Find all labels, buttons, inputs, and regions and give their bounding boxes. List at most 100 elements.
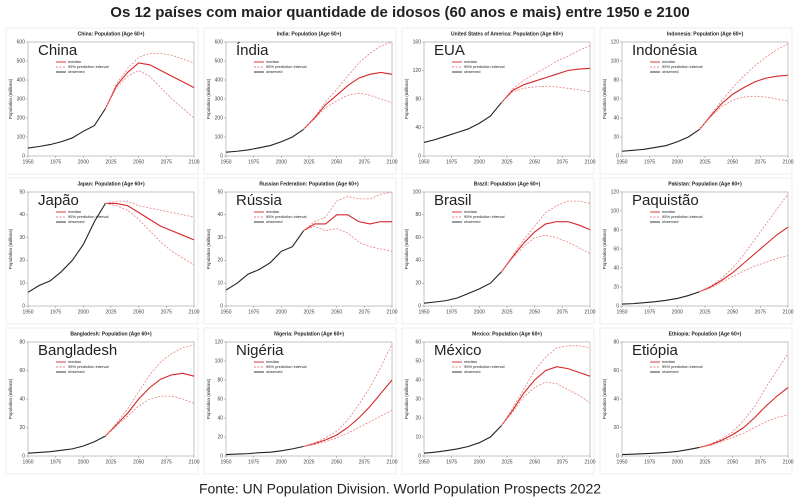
x-tick-label: 1975 (644, 159, 655, 165)
country-label: Nigéria (236, 342, 284, 359)
panel: Pakistan: Population (Age 60+) Population… (599, 177, 794, 325)
x-tick-label: 1950 (22, 459, 33, 465)
panel-title: Pakistan: Population (Age 60+) (668, 181, 742, 187)
y-axis-label: Population (millions) (602, 378, 607, 419)
series-line (303, 92, 393, 130)
country-label: Índia (236, 42, 269, 59)
legend-label: median (266, 59, 279, 64)
series-line (501, 45, 591, 103)
y-axis-label: Population (millions) (8, 78, 13, 119)
x-tick-label: 1950 (22, 309, 33, 315)
y-tick-label: 30 (415, 396, 421, 402)
x-tick-label: 2025 (501, 159, 512, 165)
x-tick-label: 2000 (672, 159, 683, 165)
legend-label: 95% prediction interval (464, 364, 505, 369)
panel-background (5, 177, 199, 325)
x-tick-label: 1950 (418, 159, 429, 165)
y-tick-label: 100 (611, 208, 620, 214)
panel: Mexico: Population (Age 60+) Population (… (401, 327, 596, 475)
legend-label: median (464, 359, 477, 364)
series-line (105, 53, 195, 109)
series-line (699, 226, 789, 293)
y-tick-label: 20 (217, 258, 223, 264)
legend-label: 95% prediction interval (464, 64, 505, 69)
series-line (225, 230, 304, 291)
series-line (303, 41, 393, 130)
y-tick-label: 40 (19, 212, 25, 218)
series-line (423, 425, 502, 454)
x-tick-label: 2025 (303, 159, 314, 165)
series-line (303, 191, 393, 232)
country-label: Rússia (236, 192, 283, 209)
legend-label: median (68, 209, 81, 214)
y-tick-label: 160 (413, 39, 422, 45)
x-tick-label: 2100 (386, 309, 397, 315)
y-axis-label: Population (millions) (8, 378, 13, 419)
x-tick-label: 1975 (248, 159, 259, 165)
y-tick-label: 200 (17, 115, 26, 121)
legend-label: 95% prediction interval (662, 64, 703, 69)
y-axis-label: Population (millions) (404, 378, 409, 419)
x-tick-label: 2050 (133, 459, 144, 465)
x-tick-label: 2100 (782, 159, 793, 165)
series-line (501, 85, 591, 103)
y-tick-label: 80 (217, 377, 223, 383)
x-tick-label: 2075 (755, 309, 766, 315)
y-tick-label: 0 (220, 153, 223, 159)
y-tick-label: 20 (613, 425, 619, 431)
x-tick-label: 2000 (672, 309, 683, 315)
y-tick-label: 40 (415, 377, 421, 383)
source-note: Fonte: UN Population Division. World Pop… (199, 481, 601, 497)
x-tick-label: 2050 (133, 159, 144, 165)
y-tick-label: 120 (215, 339, 224, 345)
x-tick-label: 2050 (727, 459, 738, 465)
series-line (303, 71, 393, 130)
legend-label: 95% prediction interval (266, 364, 307, 369)
legend-label: observed (464, 69, 480, 74)
series-line (699, 95, 789, 130)
x-tick-label: 1950 (616, 459, 627, 465)
series-line (699, 74, 789, 130)
panel-title: Nigeria: Population (Age 60+) (274, 331, 344, 337)
series-line (423, 102, 502, 143)
series-line (501, 381, 591, 426)
y-tick-label: 20 (19, 425, 25, 431)
panel-background (401, 327, 595, 475)
x-tick-label: 1975 (644, 459, 655, 465)
x-tick-label: 2000 (474, 459, 485, 465)
y-tick-label: 600 (215, 39, 224, 45)
series-line (105, 202, 195, 241)
x-tick-label: 1950 (22, 159, 33, 165)
panel-title: Brazil: Population (Age 60+) (474, 181, 541, 187)
y-tick-label: 40 (415, 258, 421, 264)
panel-title: Ethiopia: Population (Age 60+) (669, 331, 742, 337)
legend-label: median (266, 359, 279, 364)
y-tick-label: 40 (613, 265, 619, 271)
series-line (699, 353, 789, 448)
y-tick-label: 10 (19, 281, 25, 287)
x-tick-label: 2025 (105, 309, 116, 315)
x-tick-label: 2075 (359, 159, 370, 165)
y-tick-label: 0 (22, 153, 25, 159)
x-tick-label: 2050 (529, 459, 540, 465)
legend-label: observed (266, 369, 282, 374)
x-tick-label: 2100 (188, 459, 199, 465)
series-line (303, 343, 393, 447)
legend-label: 95% prediction interval (68, 364, 109, 369)
x-tick-label: 2000 (78, 159, 89, 165)
panel: Russian Federation: Population (Age 60+)… (203, 177, 398, 325)
x-tick-label: 1975 (446, 309, 457, 315)
legend-label: median (464, 59, 477, 64)
series-line (621, 291, 700, 305)
y-tick-label: 300 (215, 96, 224, 102)
y-tick-label: 0 (616, 453, 619, 459)
panel: United States of America: Population (Ag… (401, 27, 596, 175)
x-tick-label: 2075 (359, 459, 370, 465)
panel-title: India: Population (Age 60+) (277, 31, 342, 37)
y-axis-label: Population (millions) (404, 78, 409, 119)
series-line (699, 255, 789, 293)
x-tick-label: 1950 (220, 159, 231, 165)
series-line (27, 108, 106, 149)
panel-background (599, 327, 793, 475)
x-tick-label: 1975 (248, 309, 259, 315)
